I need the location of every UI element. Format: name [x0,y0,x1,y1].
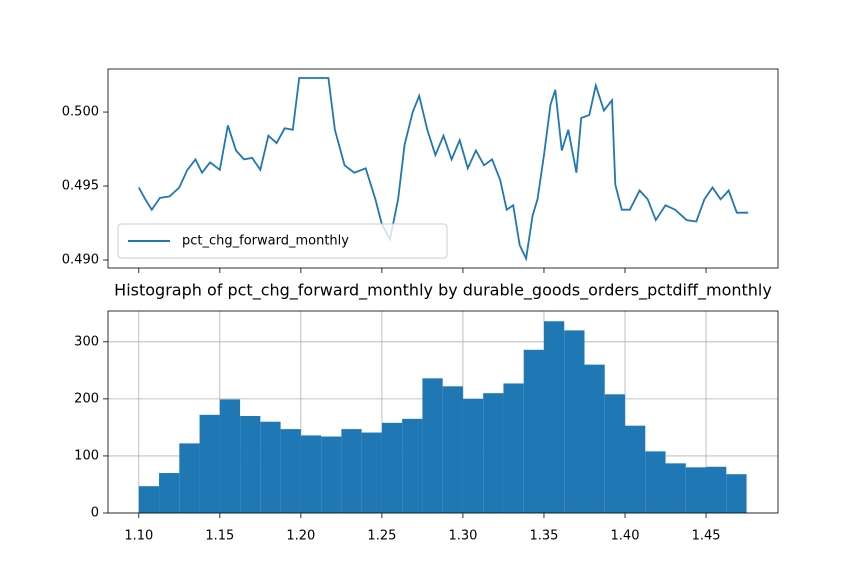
bar [625,425,646,513]
subplot: 0.490 0.495 0.500 pct_chg_forward_monthly [62,68,779,273]
bar [604,394,626,513]
axes-frame [107,68,779,269]
x-tick-label: 1.25 [367,529,396,544]
bar [543,321,565,513]
bar [584,364,605,513]
bar [240,415,261,513]
bar [341,429,362,513]
x-tick-label: 1.40 [611,529,640,544]
legend-box [117,223,448,259]
bar [685,467,707,513]
bar [462,398,484,513]
bar [179,443,200,513]
bar [219,399,241,513]
x-tick-label: 1.45 [692,529,721,544]
bar [280,429,301,513]
subplot: Histograph of pct_chg_forward_monthly by… [74,281,779,544]
y-tick-label: 0.500 [62,105,99,120]
bar [645,451,666,513]
bar [300,435,322,513]
bar [260,421,281,513]
bar [442,386,463,513]
y-tick-label: 0.490 [62,253,99,268]
y-tick-label: 200 [74,391,99,406]
bar [706,466,727,513]
x-tick-label: 1.30 [448,529,477,544]
bar [564,330,585,513]
x-tick-label: 1.15 [205,529,234,544]
x-tick-label: 1.10 [124,529,153,544]
bar [523,349,544,513]
y-tick-label: 0 [91,506,99,521]
y-tick-label: 100 [74,448,99,463]
bar [159,473,180,513]
bar [665,463,686,513]
bar [199,414,220,513]
chart-title: Histograph of pct_chg_forward_monthly by… [114,281,772,301]
bar [503,383,524,513]
bar [361,432,382,513]
bar [726,474,747,513]
bar [402,418,423,513]
bar [138,486,160,513]
bar [321,436,342,513]
y-tick-label: 0.495 [62,179,99,194]
bar [483,393,504,513]
line-series [138,77,749,262]
bar [422,378,443,513]
x-tick-label: 1.20 [286,529,315,544]
bar [381,422,403,513]
axes-frame [107,310,779,514]
x-tick-label: 1.35 [529,529,558,544]
y-tick-label: 300 [74,334,99,349]
legend-label: pct_chg_forward_monthly [182,234,349,249]
